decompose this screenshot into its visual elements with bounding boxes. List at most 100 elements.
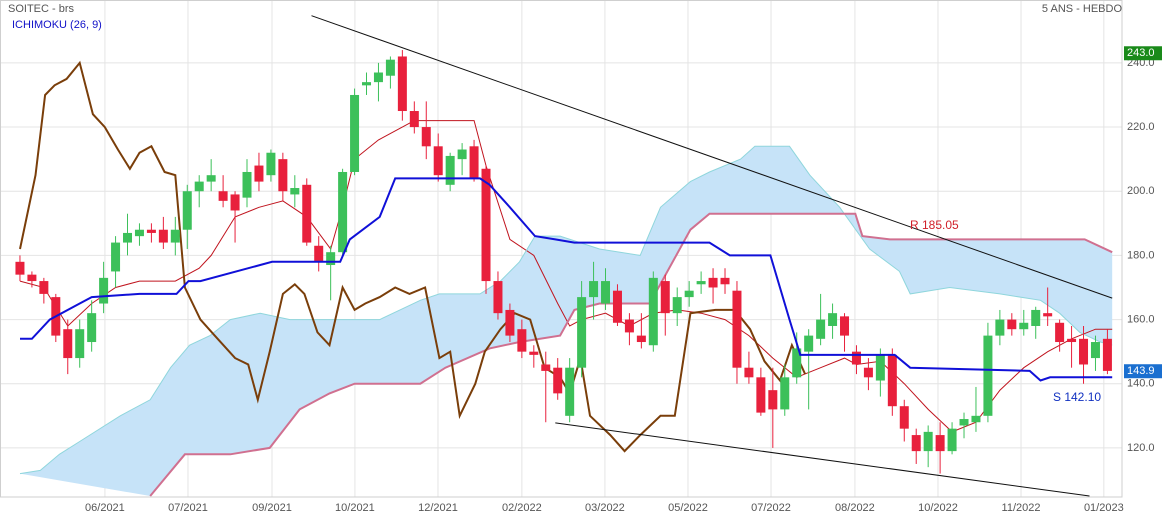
- candle-body: [1090, 342, 1100, 359]
- candle-body: [756, 377, 766, 413]
- candle-body: [158, 229, 168, 243]
- x-tick-label: 07/2021: [168, 502, 208, 514]
- price-tag-label: 143.9: [1127, 365, 1155, 377]
- trend-line: [555, 422, 1090, 497]
- y-tick-label: 220.0: [1127, 121, 1155, 133]
- candle-body: [266, 152, 276, 176]
- candle-body: [612, 290, 622, 323]
- x-tick-label: 02/2022: [502, 502, 542, 514]
- candle-body: [421, 127, 431, 147]
- kijun-line: [20, 177, 1113, 382]
- candle-body: [1031, 309, 1041, 326]
- candle-body: [481, 168, 491, 282]
- candle-body: [959, 419, 969, 426]
- candle-body: [242, 171, 252, 198]
- candle-body: [983, 335, 993, 416]
- x-tick-label: 03/2022: [585, 502, 625, 514]
- candle-body: [338, 171, 348, 253]
- candle-body: [146, 229, 156, 233]
- candle-body: [696, 281, 706, 285]
- price-tag: [1124, 364, 1162, 379]
- candle-body: [828, 313, 838, 326]
- x-tick-label: 11/2022: [1002, 502, 1041, 514]
- candle-body: [362, 82, 372, 86]
- candle-body: [863, 367, 873, 378]
- candle-body: [947, 428, 957, 452]
- candle-body: [254, 165, 264, 182]
- candle-body: [840, 316, 850, 336]
- x-tick-label: 01/2023: [1084, 502, 1124, 514]
- x-tick-label: 08/2022: [835, 502, 875, 514]
- x-tick-label: 10/2021: [335, 502, 375, 514]
- candle-body: [1043, 313, 1053, 317]
- candle-body: [194, 181, 204, 192]
- y-tick-label: 180.0: [1127, 249, 1155, 261]
- candle-body: [111, 242, 121, 272]
- candle-body: [684, 290, 694, 298]
- annotation: S 142.10: [1053, 390, 1101, 404]
- candle-body: [505, 309, 515, 336]
- candle-body: [660, 281, 670, 314]
- candle-body: [804, 335, 814, 352]
- y-tick-label: 140.0: [1127, 378, 1155, 390]
- y-tick-label: 120.0: [1127, 442, 1155, 454]
- candle-body: [27, 274, 37, 282]
- candle-body: [15, 261, 25, 275]
- candle-body: [206, 175, 216, 182]
- plot: [15, 15, 1113, 497]
- candle-body: [911, 435, 921, 452]
- candle-body: [385, 59, 395, 76]
- y-tick-label: 160.0: [1127, 313, 1155, 325]
- candle-body: [1079, 338, 1089, 365]
- candle-body: [433, 146, 443, 176]
- candle-body: [875, 354, 885, 381]
- candle-body: [457, 149, 467, 160]
- candle-body: [99, 277, 109, 304]
- indicator-line: [149, 212, 1113, 497]
- candle-body: [720, 277, 730, 285]
- candle-body: [1102, 338, 1112, 371]
- candle-body: [935, 435, 945, 452]
- candle-body: [278, 159, 288, 192]
- candle-body: [553, 367, 563, 394]
- candle-body: [589, 281, 599, 298]
- candle-body: [971, 415, 981, 423]
- candle-body: [134, 229, 144, 237]
- candle-body: [75, 329, 85, 359]
- annotation: R 185.05: [910, 218, 959, 232]
- candle-body: [1019, 322, 1029, 330]
- candle-body: [170, 229, 180, 243]
- candle-body: [350, 94, 360, 172]
- indicator-line: [19, 120, 1113, 433]
- candle-body: [624, 319, 634, 333]
- y-tick-label: 200.0: [1127, 185, 1155, 197]
- candle-body: [780, 377, 790, 410]
- candle-body: [672, 297, 682, 314]
- candle-body: [887, 354, 897, 407]
- x-tick-label: 09/2021: [252, 502, 292, 514]
- candle-body: [923, 431, 933, 452]
- plot-frame: [0, 0, 1123, 498]
- x-tick-label: 07/2022: [751, 502, 791, 514]
- candle-body: [708, 277, 718, 288]
- candle-body: [732, 290, 742, 368]
- candle-body: [995, 319, 1005, 336]
- candle-body: [851, 351, 861, 365]
- candle-body: [290, 188, 300, 195]
- candle-body: [1055, 322, 1065, 343]
- chart-subtitle: 5 ANS - HEBDO: [1042, 3, 1123, 15]
- candle-body: [182, 191, 192, 230]
- candle-body: [899, 406, 909, 429]
- candle-body: [63, 329, 73, 359]
- x-tick-label: 06/2021: [85, 502, 125, 514]
- candle-body: [744, 367, 754, 378]
- candle-body: [39, 281, 49, 294]
- candle-body: [565, 367, 575, 416]
- candle-body: [601, 281, 611, 304]
- candle-body: [469, 146, 479, 179]
- candle-body: [529, 351, 539, 355]
- candle-body: [577, 297, 587, 368]
- indicator-line: [19, 60, 807, 453]
- x-tick-label: 05/2022: [668, 502, 708, 514]
